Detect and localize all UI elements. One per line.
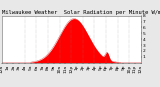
Text: Milwaukee Weather  Solar Radiation per Minute W/m2 (Last 24 Hours): Milwaukee Weather Solar Radiation per Mi…	[2, 10, 160, 15]
